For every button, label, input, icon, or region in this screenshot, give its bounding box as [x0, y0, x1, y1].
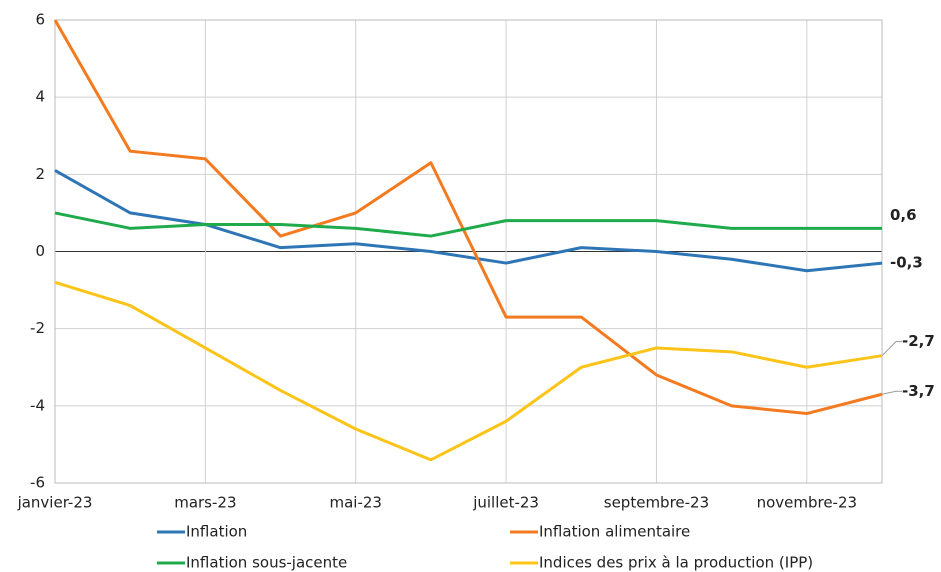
data-label: -3,7	[902, 382, 935, 400]
series-line	[54, 211, 882, 238]
data-label: -2,7	[902, 332, 935, 350]
leader-line	[881, 390, 902, 395]
y-tick-label: 2	[35, 165, 45, 183]
series-line	[54, 280, 883, 462]
x-tick-label: juillet-23	[472, 494, 539, 512]
series-line	[53, 19, 883, 416]
x-tick-label: janvier-23	[17, 494, 93, 512]
series-line	[54, 169, 883, 273]
x-tick-label: mars-23	[174, 494, 236, 512]
legend-label: Indices des prix à la production (IPP)	[539, 554, 813, 572]
legend-label: Inflation sous-jacente	[186, 554, 347, 572]
y-tick-label: -6	[30, 474, 45, 492]
data-label: 0,6	[890, 206, 917, 224]
plot-border	[54, 19, 883, 484]
y-tick-label: -2	[30, 319, 45, 337]
legend-label: Inflation alimentaire	[539, 523, 690, 541]
y-tick-label: 4	[35, 88, 45, 106]
y-tick-label: 0	[35, 242, 45, 260]
x-tick-label: mai-23	[329, 494, 381, 512]
x-tick-label: novembre-23	[757, 494, 858, 512]
y-tick-label: -4	[30, 396, 45, 414]
data-label: -0,3	[890, 254, 923, 272]
y-tick-label: 6	[35, 11, 45, 29]
legend-label: Inflation	[186, 523, 247, 541]
leader-line	[881, 341, 902, 357]
x-tick-label: septembre-23	[604, 494, 709, 512]
